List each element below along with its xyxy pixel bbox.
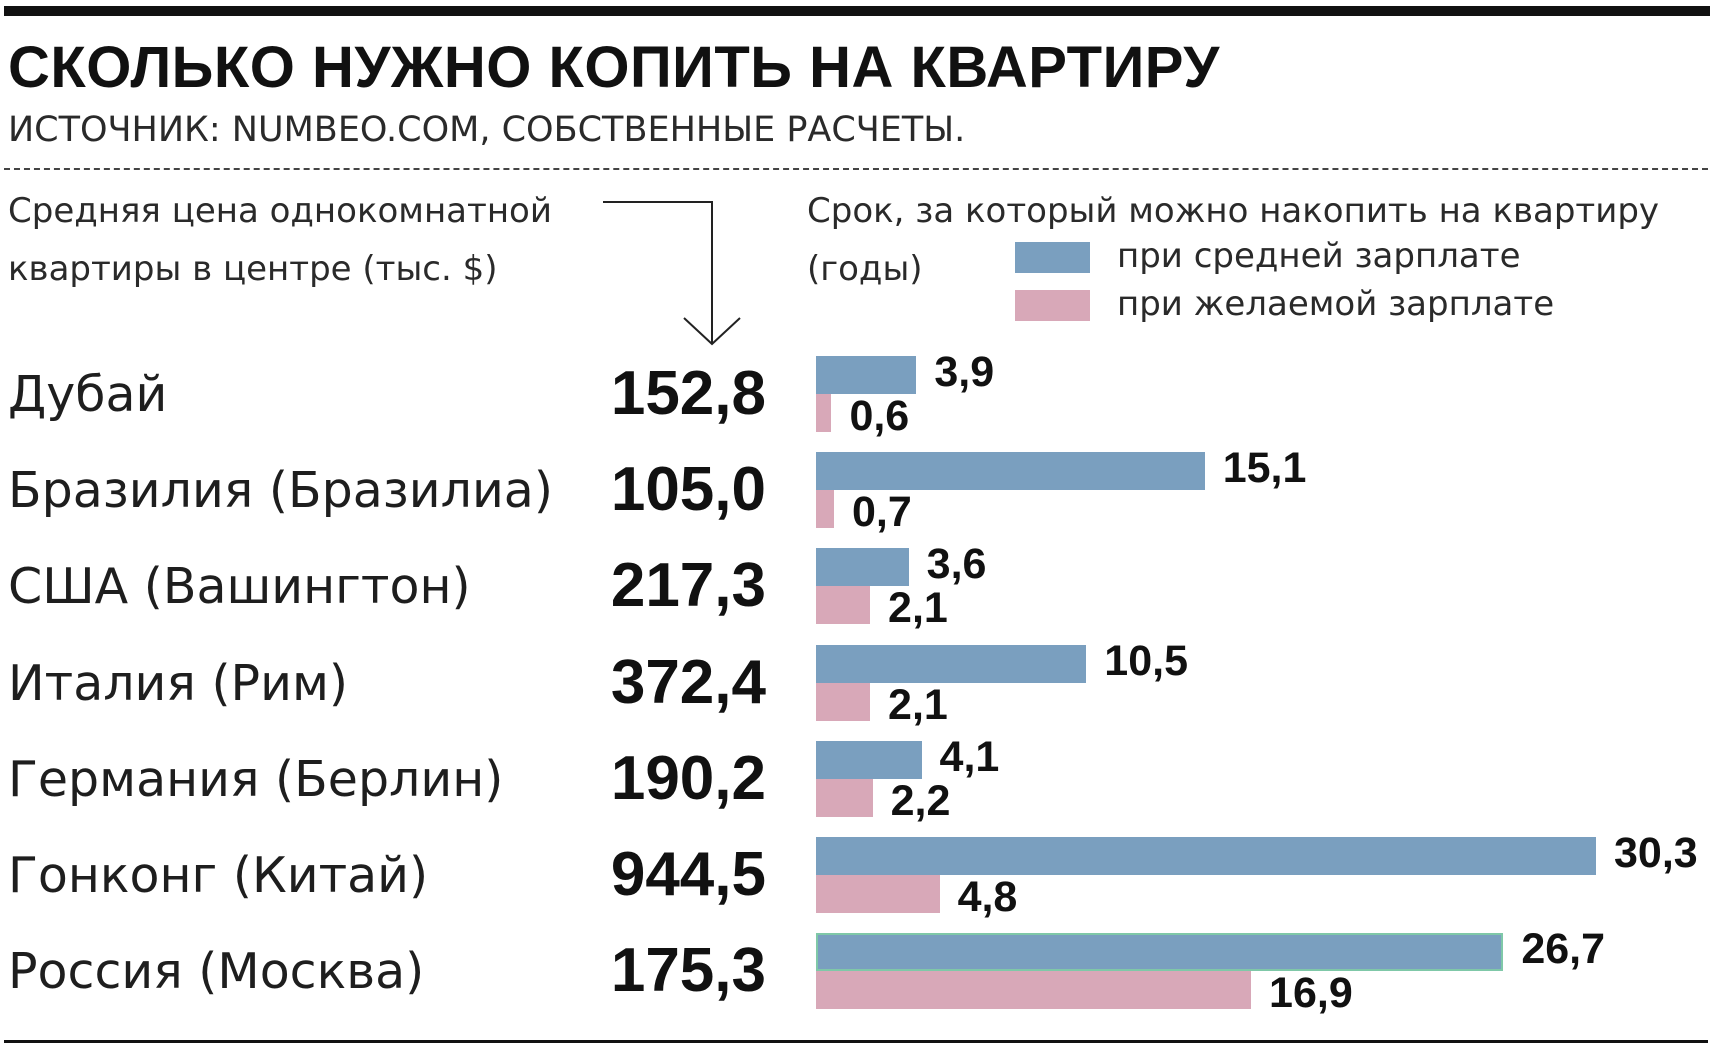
bar-desired-salary — [816, 971, 1252, 1010]
chart-title: СКОЛЬКО НУЖНО КОПИТЬ НА КВАРТИРУ — [8, 35, 1220, 100]
value-label-avg: 30,3 — [1614, 829, 1698, 877]
value-label-desired: 16,9 — [1269, 969, 1353, 1018]
source-line: ИСТОЧНИК: NUMBEO.COM, СОБСТВЕННЫЕ РАСЧЕТ… — [8, 110, 966, 150]
legend-swatch-desired — [1015, 290, 1090, 321]
price-header-line2: квартиры в центре (тыс. $) — [8, 249, 498, 289]
price-value: 944,5 — [610, 840, 766, 909]
bar-desired-salary — [816, 875, 940, 913]
value-label-desired: 2,2 — [890, 776, 951, 825]
price-header-line1: Средняя цена однокомнатной — [8, 191, 552, 231]
bar-avg-salary — [816, 837, 1596, 875]
bar-desired-salary — [816, 682, 871, 721]
top-rule — [4, 6, 1710, 16]
country-label: Италия (Рим) — [8, 654, 349, 712]
dotted-divider — [4, 168, 1708, 170]
price-value: 105,0 — [610, 455, 766, 525]
value-label-desired: 4,8 — [957, 873, 1018, 921]
bar-desired-salary — [816, 778, 873, 817]
bottom-rule — [4, 1040, 1708, 1043]
country-label: Германия (Берлин) — [8, 750, 504, 808]
country-label: Гонконг (Китай) — [8, 847, 429, 904]
bar-avg-salary — [816, 548, 909, 587]
value-label-desired: 0,6 — [849, 392, 910, 440]
price-value: 372,4 — [610, 647, 766, 717]
price-value: 217,3 — [610, 551, 766, 621]
value-label-avg: 3,6 — [926, 540, 987, 589]
bar-desired-salary — [816, 394, 832, 432]
legend-label-desired: при желаемой зарплате — [1117, 284, 1555, 324]
bar-avg-salary — [816, 740, 922, 779]
price-value: 152,8 — [610, 359, 766, 428]
value-label-avg: 10,5 — [1104, 636, 1188, 685]
country-label: США (Вашингтон) — [8, 558, 471, 616]
years-column-header: Срок, за который можно накопить на кварт… — [807, 182, 1659, 298]
years-header-line1: Срок, за который можно накопить на кварт… — [807, 191, 1660, 231]
price-column-header: Средняя цена однокомнатной квартиры в це… — [8, 182, 552, 298]
value-label-desired: 2,1 — [888, 680, 948, 729]
value-label-avg: 3,9 — [934, 348, 995, 396]
legend-swatch-avg — [1015, 242, 1090, 273]
bar-avg-salary — [816, 933, 1504, 972]
country-label: Россия (Москва) — [8, 943, 425, 1001]
country-label: Бразилия (Бразилиа) — [8, 462, 553, 520]
value-label-avg: 26,7 — [1521, 925, 1606, 974]
value-label-desired: 2,1 — [888, 584, 948, 633]
value-label-avg: 15,1 — [1222, 444, 1307, 493]
country-label: Дубай — [8, 366, 168, 423]
years-header-line2: (годы) — [807, 249, 923, 289]
bar-desired-salary — [816, 586, 871, 625]
legend-label-avg: при средней зарплате — [1117, 236, 1521, 276]
bar-avg-salary — [816, 356, 917, 394]
value-label-desired: 0,7 — [852, 488, 912, 537]
price-value: 190,2 — [610, 743, 766, 813]
value-label-avg: 4,1 — [939, 732, 1000, 781]
bar-avg-salary — [816, 644, 1087, 683]
bar-desired-salary — [816, 490, 835, 529]
price-value: 175,3 — [610, 936, 766, 1006]
bar-avg-salary — [816, 452, 1205, 491]
